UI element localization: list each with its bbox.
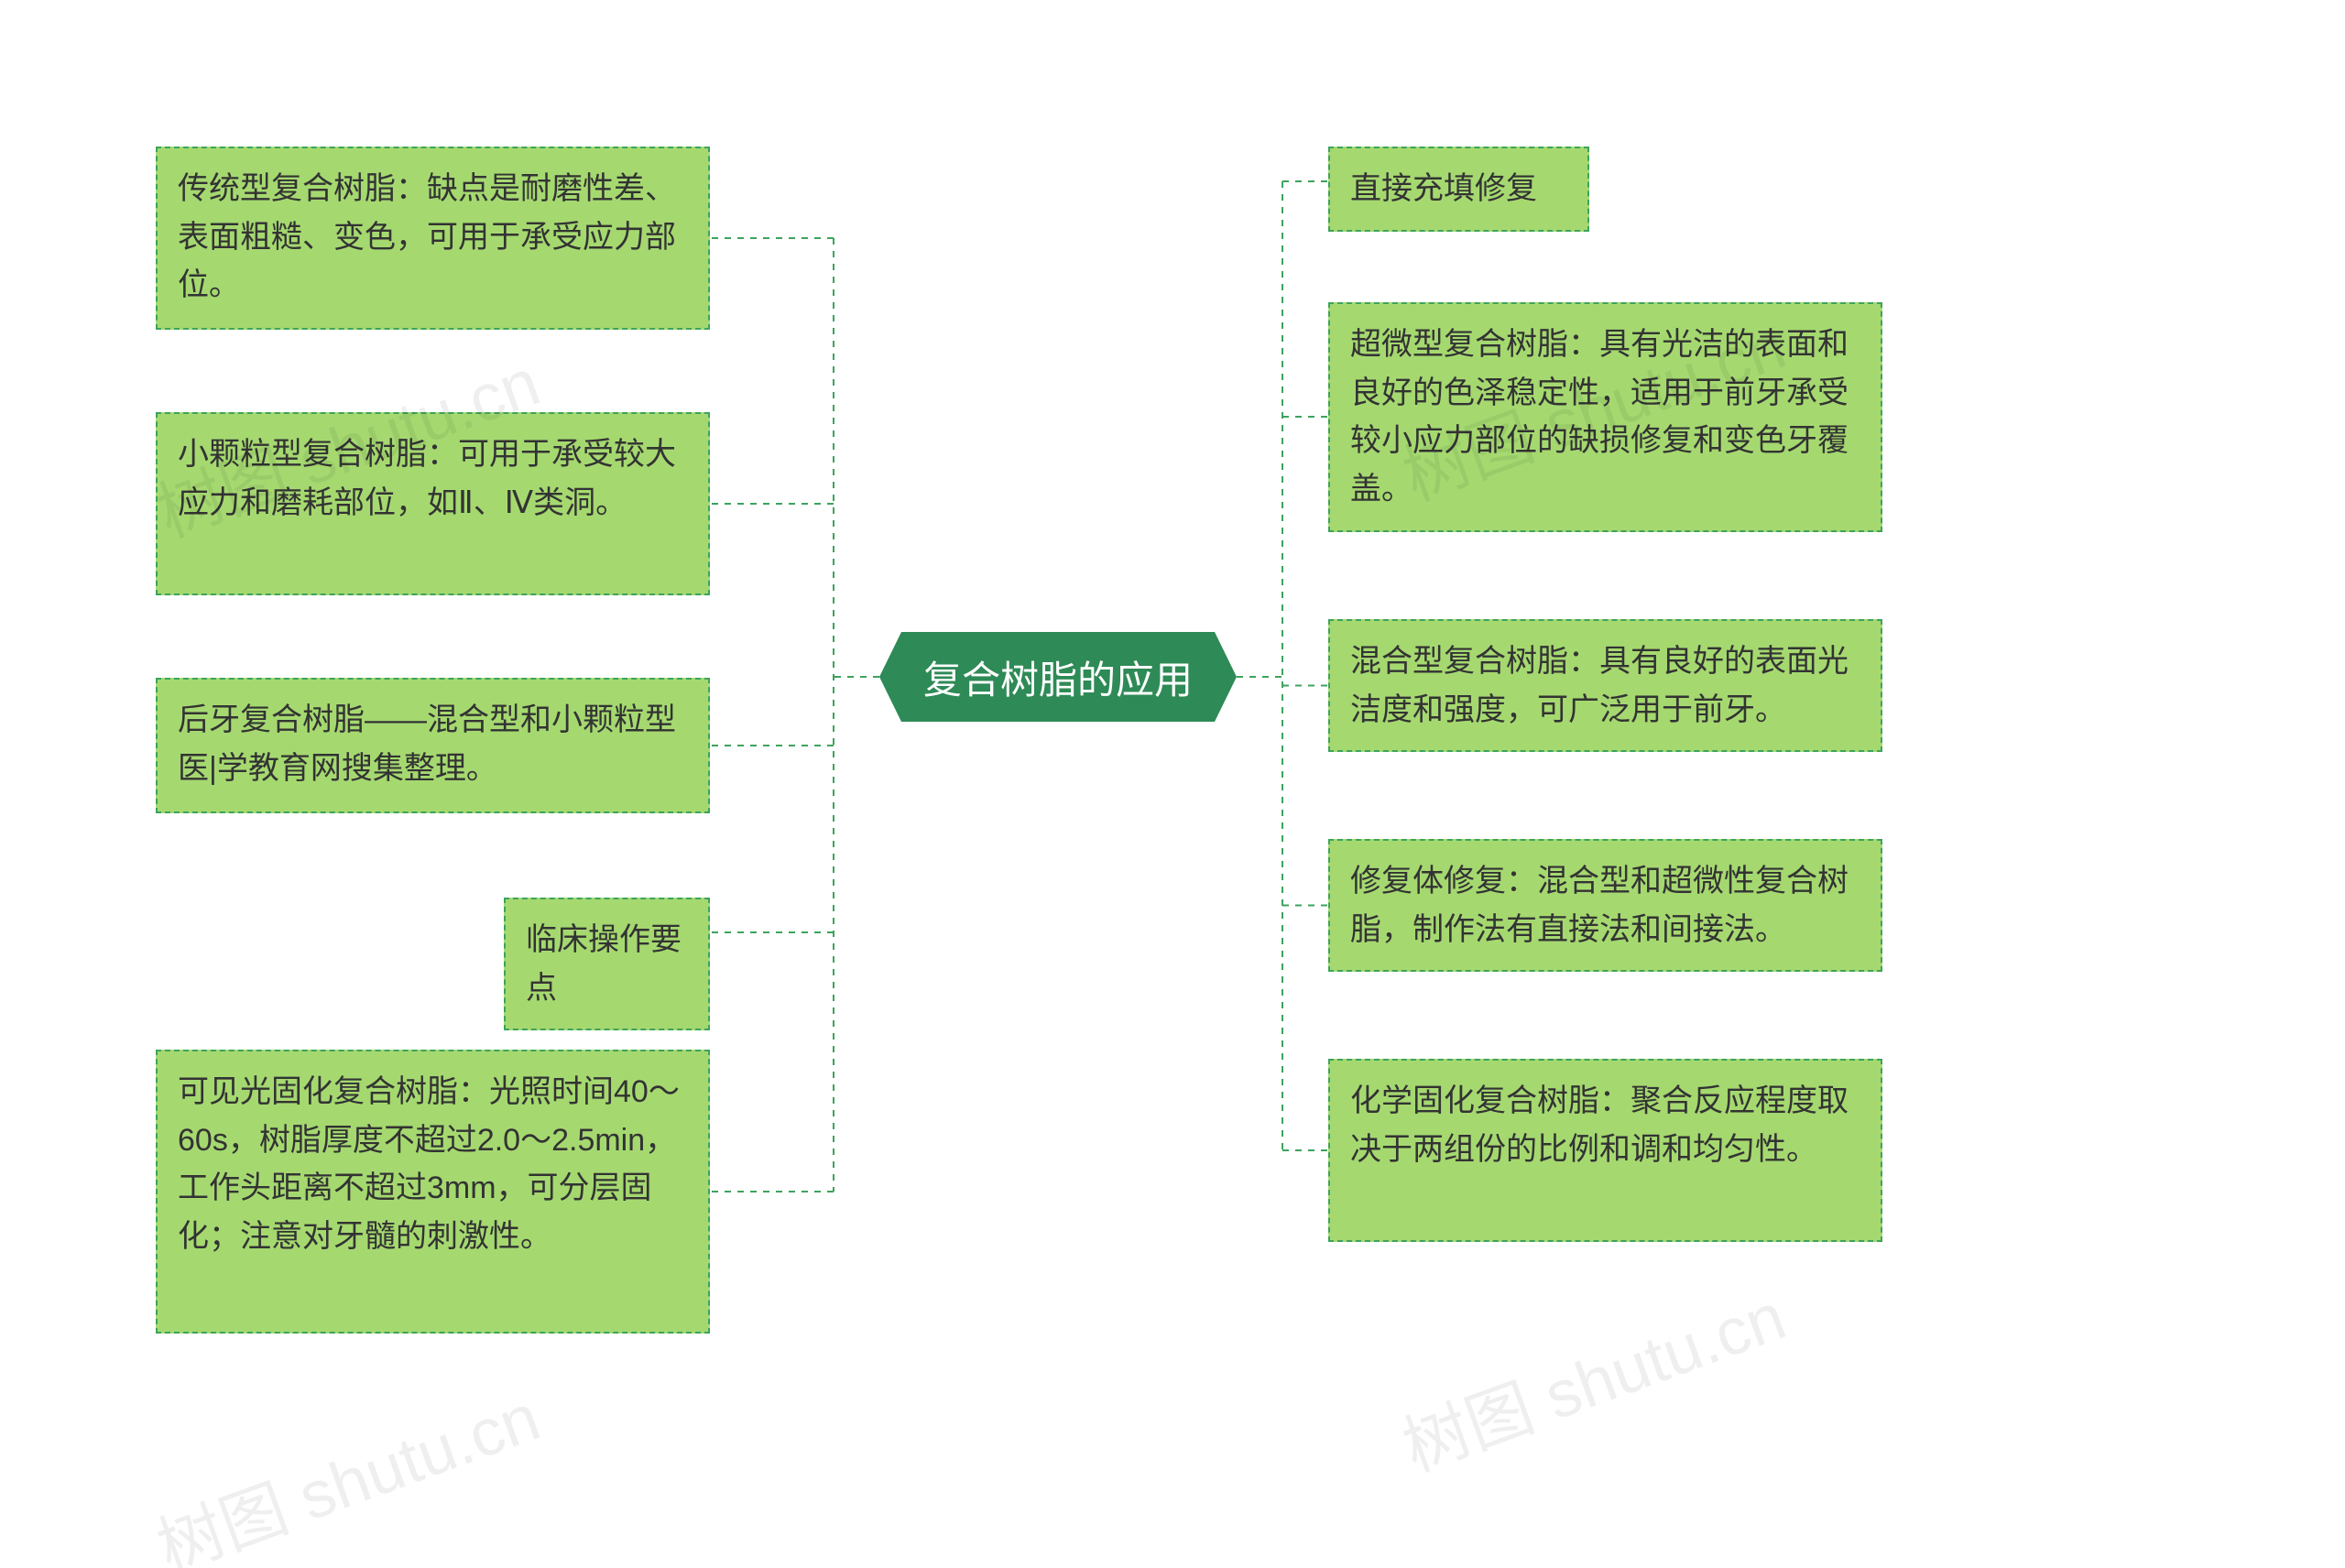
right-node-3-label: 修复体修复：混合型和超微性复合树脂，制作法有直接法和间接法。: [1350, 864, 1849, 947]
left-node-3: 临床操作要点: [504, 898, 710, 1030]
watermark-2: 树图 shutu.cn: [142, 1364, 551, 1568]
watermark-3: 树图 shutu.cn: [1388, 1263, 1796, 1490]
left-node-3-label: 临床操作要点: [526, 922, 682, 1006]
right-node-1: 超微型复合树脂：具有光洁的表面和良好的色泽稳定性，适用于前牙承受较小应力部位的缺…: [1328, 302, 1882, 532]
left-node-2-label: 后牙复合树脂——混合型和小颗粒型医|学教育网搜集整理。: [178, 702, 676, 786]
right-node-2-label: 混合型复合树脂：具有良好的表面光洁度和强度，可广泛用于前牙。: [1350, 644, 1849, 727]
right-node-0: 直接充填修复: [1328, 147, 1589, 232]
left-node-1-label: 小颗粒型复合树脂：可用于承受较大应力和磨耗部位，如Ⅱ、Ⅳ类洞。: [178, 437, 676, 520]
right-node-4-label: 化学固化复合树脂：聚合反应程度取决于两组份的比例和调和均匀性。: [1350, 1083, 1849, 1167]
left-node-0: 传统型复合树脂：缺点是耐磨性差、表面粗糙、变色，可用于承受应力部位。: [156, 147, 710, 330]
left-node-1: 小颗粒型复合树脂：可用于承受较大应力和磨耗部位，如Ⅱ、Ⅳ类洞。: [156, 412, 710, 595]
center-label: 复合树脂的应用: [923, 649, 1193, 705]
right-node-0-label: 直接充填修复: [1350, 171, 1537, 206]
right-node-3: 修复体修复：混合型和超微性复合树脂，制作法有直接法和间接法。: [1328, 839, 1882, 972]
center-node: 复合树脂的应用: [879, 632, 1237, 722]
left-node-2: 后牙复合树脂——混合型和小颗粒型医|学教育网搜集整理。: [156, 678, 710, 813]
right-node-1-label: 超微型复合树脂：具有光洁的表面和良好的色泽稳定性，适用于前牙承受较小应力部位的缺…: [1350, 327, 1849, 506]
right-node-2: 混合型复合树脂：具有良好的表面光洁度和强度，可广泛用于前牙。: [1328, 619, 1882, 752]
left-node-4-label: 可见光固化复合树脂：光照时间40～60s，树脂厚度不超过2.0～2.5min，工…: [178, 1074, 680, 1254]
left-node-4: 可见光固化复合树脂：光照时间40～60s，树脂厚度不超过2.0～2.5min，工…: [156, 1050, 710, 1334]
right-node-4: 化学固化复合树脂：聚合反应程度取决于两组份的比例和调和均匀性。: [1328, 1059, 1882, 1242]
left-node-0-label: 传统型复合树脂：缺点是耐磨性差、表面粗糙、变色，可用于承受应力部位。: [178, 171, 676, 302]
